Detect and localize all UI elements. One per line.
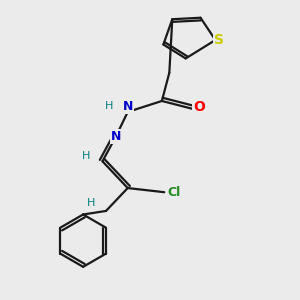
Text: H: H (87, 198, 95, 208)
Text: N: N (111, 130, 121, 143)
Text: H: H (82, 151, 90, 161)
Text: Cl: Cl (167, 186, 180, 199)
Text: O: O (193, 100, 205, 115)
Text: S: S (214, 33, 224, 47)
Text: H: H (105, 101, 113, 111)
Text: N: N (122, 100, 133, 113)
